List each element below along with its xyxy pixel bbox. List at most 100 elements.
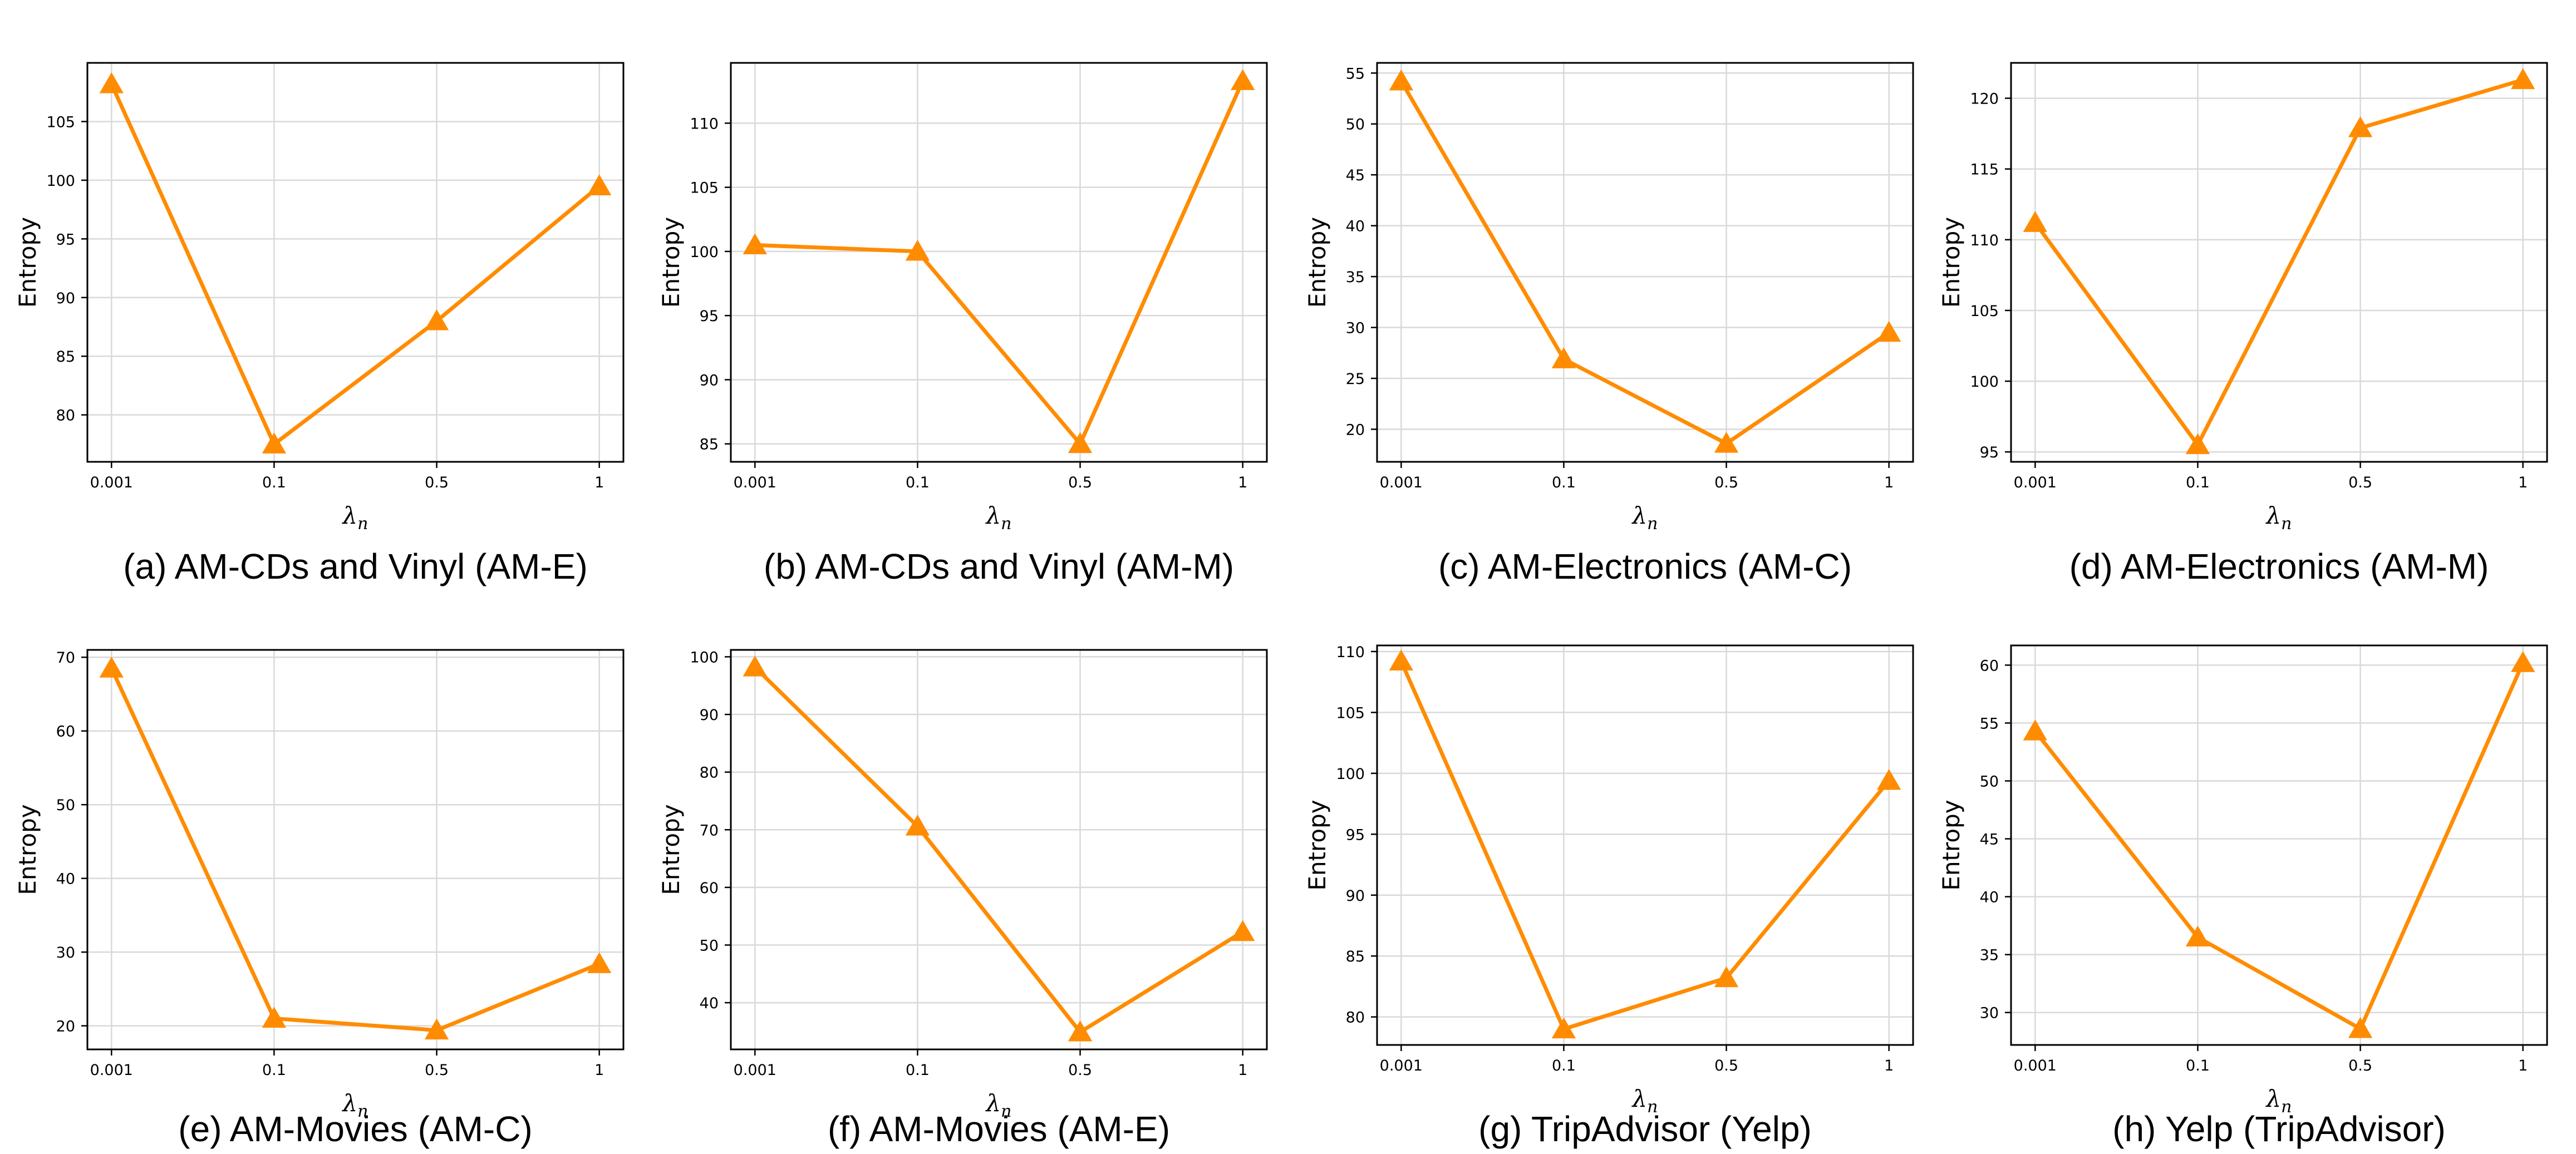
y-tick-label: 40 [1980, 889, 1999, 906]
x-tick-label: 1 [1884, 1057, 1894, 1074]
y-tick-label: 30 [1346, 320, 1365, 337]
data-point-marker [1714, 432, 1739, 453]
plot-frame [86, 62, 625, 463]
data-point-marker [587, 174, 612, 196]
x-tick-label: 0.1 [262, 1062, 286, 1079]
plot-area [2011, 63, 2547, 462]
series-line [2033, 662, 2525, 1031]
plot-frame [730, 649, 1268, 1051]
y-tick-label: 90 [56, 290, 75, 307]
y-tick-label: 85 [56, 348, 75, 366]
data-point-marker [99, 657, 124, 678]
data-point-marker [1068, 432, 1093, 453]
panel-caption: (c) AM-Electronics (AM-C) [1438, 546, 1852, 586]
y-tick-label: 70 [700, 822, 719, 839]
y-tick-label: 95 [56, 231, 75, 248]
x-tick-label: 0.001 [2014, 474, 2057, 491]
y-tick-label: 105 [1336, 704, 1365, 722]
y-axis-label: Entropy [1938, 217, 1965, 308]
y-tick-label: 80 [56, 407, 75, 425]
x-tick-label: 0.001 [2014, 1057, 2057, 1074]
y-tick-label: 40 [1346, 218, 1365, 235]
y-tick-label: 110 [1336, 644, 1365, 661]
x-tick-label: 0.1 [906, 1062, 930, 1079]
x-tick-label: 1 [594, 474, 604, 491]
y-tick-label: 105 [46, 114, 75, 131]
data-point-marker [905, 239, 930, 261]
x-axis-label: λn [1631, 1085, 1658, 1117]
y-tick-label: 60 [1980, 657, 1999, 674]
y-tick-label: 40 [56, 871, 75, 888]
y-tick-label: 95 [1980, 444, 1999, 461]
x-tick-label: 0.1 [1552, 474, 1576, 491]
x-tick-label: 0.1 [262, 474, 286, 491]
chart-panel-h: 30 35 40 45 50 55 60 0.001 0.1 0.5 1 Entropy λn(h) Y… [1938, 644, 2548, 1149]
y-tick-label: 45 [1346, 167, 1365, 184]
x-axis-label: λn [1631, 502, 1658, 534]
panel-caption: (d) AM-Electronics (AM-M) [2069, 546, 2489, 586]
x-tick-label: 0.5 [425, 1062, 449, 1079]
x-tick-label: 0.5 [425, 474, 449, 491]
panel-caption: (h) Yelp (TripAdvisor) [2112, 1109, 2446, 1149]
chart-panel-d: 95 100 105 110 115 120 0.001 0.1 0.5 1 Entropy λn (d… [1938, 62, 2548, 586]
data-point-marker [2185, 433, 2210, 455]
y-axis-label: Entropy [14, 217, 41, 308]
x-tick-label: 0.001 [90, 1062, 133, 1079]
x-tick-label: 0.5 [1714, 1057, 1738, 1074]
y-tick-label: 30 [56, 944, 75, 961]
series-line [753, 665, 1244, 1034]
x-tick-label: 1 [594, 1062, 604, 1079]
plot-area [1377, 63, 1913, 462]
plot-area [87, 63, 623, 462]
y-tick-label: 95 [1346, 826, 1365, 844]
y-tick-label: 55 [1346, 65, 1365, 82]
data-point-marker [1230, 920, 1255, 941]
y-tick-label: 80 [700, 765, 719, 782]
y-tick-label: 55 [1980, 715, 1999, 732]
plot-area [731, 650, 1267, 1049]
chart-panel-b: 85 90 95 100 105 110 0.001 0.1 0.5 1 Entropy λn (b) … [657, 62, 1268, 586]
x-axis-label: λn [2265, 1085, 2292, 1117]
y-tick-label: 95 [700, 308, 719, 325]
data-point-marker [1230, 69, 1255, 90]
data-point-marker [262, 1007, 287, 1028]
x-axis-label: λn [2265, 502, 2292, 534]
data-point-marker [1068, 1020, 1093, 1042]
plot-area [1377, 645, 1913, 1045]
y-axis-label: Entropy [657, 217, 685, 308]
y-tick-label: 100 [690, 244, 719, 261]
plot-frame [1376, 644, 1914, 1046]
data-point-marker [2023, 211, 2048, 232]
y-tick-label: 40 [700, 995, 719, 1012]
x-axis-label: λn [342, 1089, 368, 1121]
panel-caption: (a) AM-CDs and Vinyl (AM-E) [123, 546, 588, 586]
y-tick-label: 50 [1980, 773, 1999, 790]
x-tick-label: 1 [2518, 1057, 2528, 1074]
x-tick-label: 0.5 [1714, 474, 1738, 491]
x-tick-label: 0.1 [2186, 474, 2210, 491]
plot-area [2011, 645, 2547, 1045]
y-tick-label: 25 [1346, 371, 1365, 388]
data-point-marker [424, 309, 449, 331]
y-tick-label: 110 [1970, 232, 1999, 249]
series-line [110, 667, 601, 1033]
y-tick-label: 90 [700, 707, 719, 724]
x-tick-label: 0.5 [1068, 474, 1092, 491]
data-point-marker [2185, 925, 2210, 947]
x-tick-label: 1 [1238, 1062, 1247, 1079]
data-point-marker [2023, 719, 2048, 741]
data-point-marker [424, 1018, 449, 1040]
y-tick-label: 50 [1346, 116, 1365, 134]
panel-caption: (e) AM-Movies (AM-C) [178, 1109, 532, 1149]
y-tick-label: 45 [1980, 831, 1999, 849]
y-axis-label: Entropy [1304, 217, 1331, 308]
y-tick-label: 105 [1970, 303, 1999, 320]
x-axis-label: λn [985, 502, 1012, 534]
data-point-marker [1551, 1017, 1576, 1039]
x-tick-label: 1 [2518, 474, 2528, 491]
y-tick-label: 35 [1980, 947, 1999, 964]
y-tick-label: 90 [700, 372, 719, 389]
plot-area [87, 650, 623, 1049]
x-tick-label: 0.001 [90, 474, 133, 491]
plot-frame [86, 649, 625, 1051]
